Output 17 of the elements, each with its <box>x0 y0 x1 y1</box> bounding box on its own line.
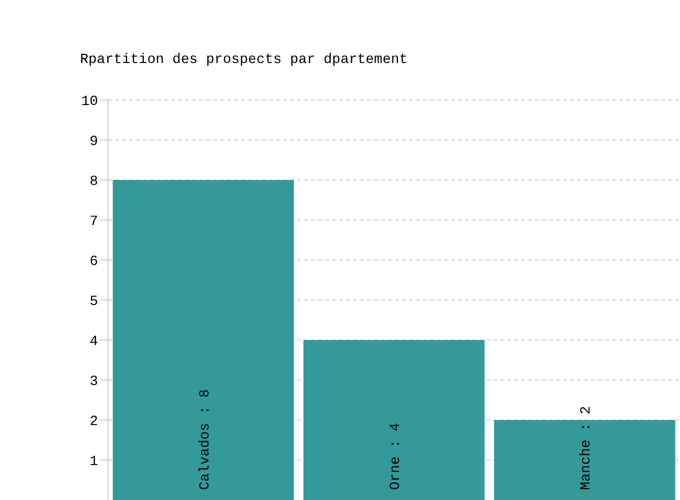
y-tick-label: 1 <box>90 454 98 470</box>
data-label: Manche : 2 <box>578 406 595 490</box>
y-tick-label: 9 <box>90 134 98 150</box>
y-tick-label: 4 <box>90 334 98 350</box>
y-tick-label: 6 <box>90 254 98 270</box>
y-tick-label: 7 <box>90 214 98 230</box>
y-tick-label: 2 <box>90 414 98 430</box>
bar <box>112 180 294 500</box>
data-label: Calvados : 8 <box>197 389 214 490</box>
y-tick-label: 8 <box>90 174 98 190</box>
bar <box>303 340 485 500</box>
bar <box>494 420 676 500</box>
y-tick-label: 3 <box>90 374 98 390</box>
y-tick-label: 10 <box>81 94 98 110</box>
data-label: Orne : 4 <box>388 422 404 490</box>
chart-title: Rpartition des prospects par dpartement <box>80 52 408 68</box>
y-tick-label: 5 <box>90 294 98 310</box>
